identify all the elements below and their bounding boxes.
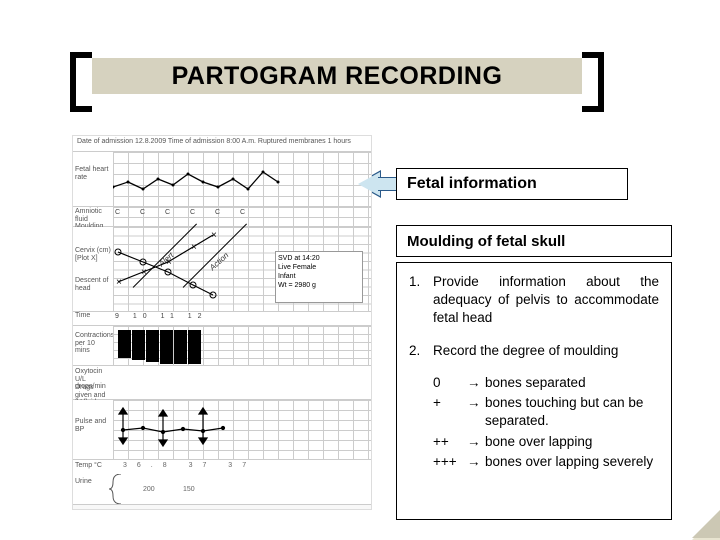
contractions-section: Contractions per 10 mins xyxy=(73,326,371,366)
liquor-moulding-section: Amniotic fluid Moulding C C C C C C xyxy=(73,207,371,227)
urine-bracket xyxy=(109,474,129,504)
arrow-icon: → xyxy=(467,374,485,392)
contraction-bars xyxy=(118,330,201,364)
label-cervix: Cervix (cm) [Plot X] xyxy=(75,247,111,262)
label-temp: Temp °C xyxy=(75,462,111,470)
moulding-heading-box: Moulding of fetal skull xyxy=(396,225,672,257)
vitals-section: Pulse and BP xyxy=(73,400,371,460)
bar xyxy=(188,330,201,364)
grade-row: ++ → bone over lapping xyxy=(433,433,659,451)
svg-text:×: × xyxy=(191,242,197,253)
vitals-plot xyxy=(113,400,313,460)
bar xyxy=(174,330,187,364)
arrow-icon: → xyxy=(467,433,485,451)
label-hours: Time xyxy=(75,312,111,320)
liquor-values: C C C C C C xyxy=(115,209,254,216)
bar xyxy=(146,330,159,362)
label-descent: Descent of head xyxy=(75,277,111,292)
title-bar: PARTOGRAM RECORDING xyxy=(92,58,582,94)
point-2: Record the degree of moulding xyxy=(409,342,659,360)
fetal-heart-section: Fetal heart rate xyxy=(73,152,371,207)
label-fetal: Fetal heart rate xyxy=(75,166,111,181)
grade-symbol: + xyxy=(433,394,467,430)
grade-row: 0 → bones separated xyxy=(433,374,659,392)
grade-desc: bones separated xyxy=(485,374,659,392)
grade-desc: bones over lapping severely xyxy=(485,453,659,471)
point-1: Provide information about the adequacy o… xyxy=(409,273,659,328)
moulding-heading: Moulding of fetal skull xyxy=(407,233,565,250)
bracket-right xyxy=(582,52,604,112)
bar xyxy=(160,330,173,364)
drugs-section: Oxytocin U/L drops/min Drugs given and I… xyxy=(73,366,371,400)
svg-text:×: × xyxy=(166,257,172,268)
grade-desc: bone over lapping xyxy=(485,433,659,451)
grade-symbol: ++ xyxy=(433,433,467,451)
arrow-icon: → xyxy=(467,394,485,430)
svd-outcome-box: SVD at 14:20 Live Female Infant Wt = 298… xyxy=(275,251,363,303)
label-contract: Contractions per 10 mins xyxy=(75,332,111,355)
urine-val2: 150 xyxy=(183,486,195,493)
cervix-section: Cervix (cm) [Plot X] Descent of head Ale… xyxy=(73,227,371,312)
arrow-icon: → xyxy=(467,453,485,471)
svg-text:×: × xyxy=(211,230,217,241)
label-pulse: Pulse and BP xyxy=(75,418,111,433)
grade-row: +++ → bones over lapping severely xyxy=(433,453,659,471)
grade-row: + → bones touching but can be separated. xyxy=(433,394,659,430)
fetal-info-label: Fetal information xyxy=(407,175,537,193)
grading-table: 0 → bones separated + → bones touching b… xyxy=(409,374,659,471)
label-urine: Urine xyxy=(75,478,111,486)
callout-arrow-icon xyxy=(358,172,380,196)
bracket-left xyxy=(70,52,92,112)
partogram-figure: Date of admission 12.8.2009 Time of admi… xyxy=(72,135,372,510)
partogram-header: Date of admission 12.8.2009 Time of admi… xyxy=(73,136,371,152)
svg-text:×: × xyxy=(116,277,122,288)
moulding-body-box: Provide information about the adequacy o… xyxy=(396,262,672,520)
callout-arrow-stem xyxy=(378,177,396,191)
grade-symbol: 0 xyxy=(433,374,467,392)
page-fold-icon xyxy=(692,512,720,540)
grade-symbol: +++ xyxy=(433,453,467,471)
time-row-section: Time 9 10 11 12 xyxy=(73,312,371,326)
svg-text:×: × xyxy=(141,267,147,278)
temp-urine-section: Temp °C Urine 36.8 37 37 200 150 xyxy=(73,460,371,505)
time-values: 9 10 11 12 xyxy=(115,313,208,320)
page-title: PARTOGRAM RECORDING xyxy=(172,62,503,91)
bar xyxy=(118,330,131,358)
temp-values: 36.8 37 37 xyxy=(123,462,256,469)
bar xyxy=(132,330,145,360)
grade-desc: bones touching but can be separated. xyxy=(485,394,659,430)
moulding-list: Provide information about the adequacy o… xyxy=(409,273,659,360)
urine-val1: 200 xyxy=(143,486,155,493)
fetal-info-box: Fetal information xyxy=(396,168,628,200)
